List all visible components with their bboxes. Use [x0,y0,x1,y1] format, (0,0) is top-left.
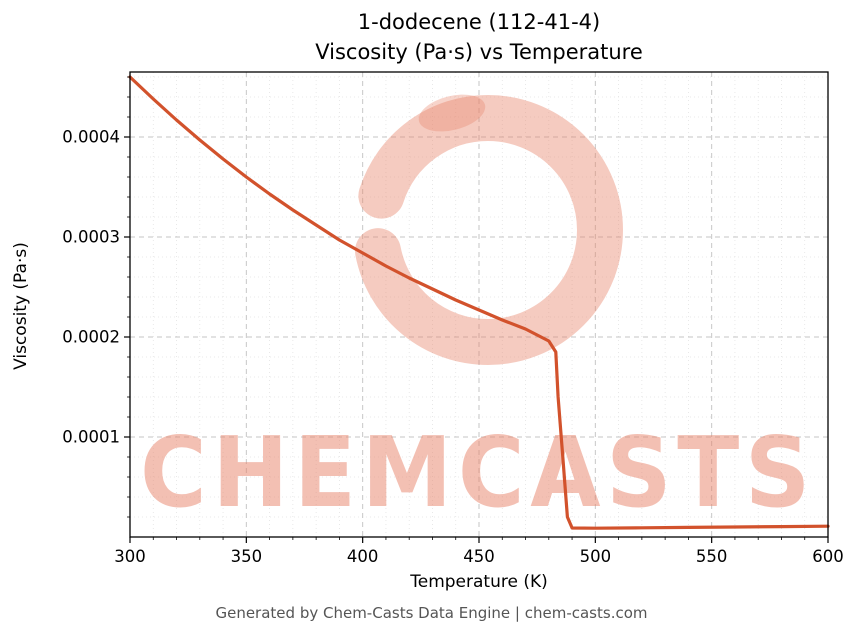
tick-marks [124,136,829,543]
chart-title: 1-dodecene (112-41-4) Viscosity (Pa·s) v… [130,8,828,68]
x-axis-label: Temperature (K) [410,572,548,592]
watermark-text: CHEMCASTS [140,416,816,529]
x-tick-label: 500 [580,547,612,566]
y-tick-labels: 0.0001 0.0002 0.0003 0.0004 [62,128,120,447]
y-tick-label: 0.0002 [62,328,120,347]
x-tick-label: 450 [463,547,495,566]
major-grid [130,72,828,537]
footer-text: Generated by Chem-Casts Data Engine | ch… [215,604,648,622]
x-tick-label: 300 [114,547,146,566]
chart-title-line2: Viscosity (Pa·s) vs Temperature [315,39,643,64]
watermark-logo-blob-icon [418,94,486,132]
viscosity-line [128,75,830,530]
y-tick-label: 0.0003 [62,228,120,247]
watermark: CHEMCASTS [140,94,816,529]
chart-title-line1: 1-dodecene (112-41-4) [357,10,601,34]
x-tick-label: 350 [231,547,263,566]
minor-tick-marks [127,76,806,540]
y-tick-label: 0.0001 [62,428,120,447]
x-tick-label: 550 [696,547,728,566]
y-axis-label: Viscosity (Pa·s) [11,242,31,370]
x-tick-label: 400 [347,547,379,566]
watermark-logo-ring-icon [353,95,623,365]
x-tick-label: 600 [812,547,844,566]
x-tick-labels: 300 350 400 450 500 550 600 [114,547,844,566]
y-tick-label: 0.0004 [62,128,120,147]
